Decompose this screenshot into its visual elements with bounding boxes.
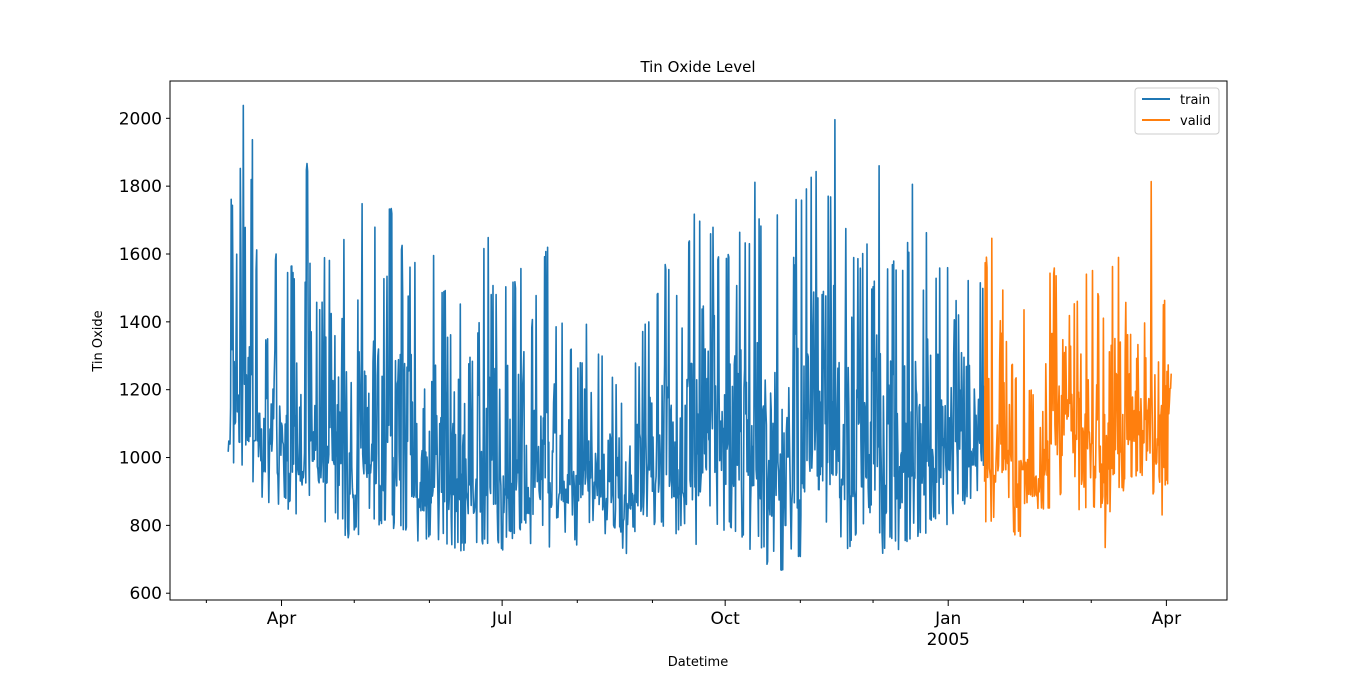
chart-title: Tin Oxide Level — [639, 58, 755, 76]
series-valid — [983, 180, 1172, 549]
y-tick-label: 800 — [130, 516, 162, 536]
x-tick-label: Jul — [491, 609, 513, 629]
y-tick-label: 1000 — [119, 449, 162, 469]
y-tick-label: 600 — [130, 584, 162, 604]
series-line-valid — [983, 180, 1172, 549]
legend: train valid — [1134, 87, 1220, 135]
series-line-train — [227, 104, 988, 571]
plot-area — [227, 104, 1172, 571]
x-tick-label: Oct — [710, 609, 740, 629]
x-tick-sublabel: 2005 — [927, 630, 970, 650]
y-tick-label: 1200 — [119, 381, 162, 401]
legend-train-label: train — [1180, 93, 1210, 108]
x-tick-label: Jan — [934, 609, 961, 629]
plot-frame — [169, 80, 1228, 601]
axes: 600 800 1000 1200 1400 1600 1800 2000 Apr Jul Oct J… — [119, 109, 1181, 650]
series-train — [227, 104, 988, 571]
y-tick-label: 2000 — [119, 109, 162, 129]
legend-valid-label: valid — [1180, 114, 1211, 129]
x-tick-label: Apr — [1152, 609, 1181, 629]
x-axis-label: Datetime — [668, 655, 728, 670]
y-tick-label: 1400 — [119, 313, 162, 333]
x-tick-label: Apr — [267, 609, 296, 629]
y-tick-label: 1600 — [119, 245, 162, 265]
y-tick-label: 1800 — [119, 177, 162, 197]
y-axis-label: Tin Oxide — [91, 310, 106, 372]
